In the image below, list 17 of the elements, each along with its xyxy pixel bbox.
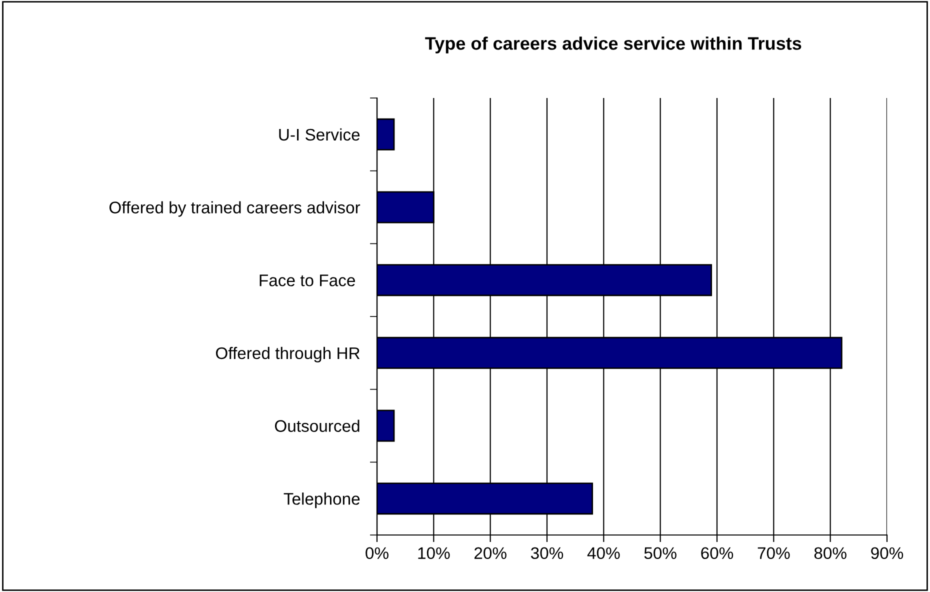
x-tick-label: 40% [587, 547, 620, 560]
x-tick-label: 80% [814, 547, 846, 560]
y-tick-label: Face to Face [260, 274, 355, 286]
y-tick-label: Telephone [284, 492, 360, 508]
x-tick-label: 70% [758, 547, 790, 560]
x-tick-label: 60% [701, 547, 734, 560]
x-tick-label: 0% [366, 547, 388, 560]
x-tick-label: 10% [418, 547, 450, 560]
chart-title: Type of careers advice service within Trusts [425, 36, 802, 54]
y-tick-label: Outsourced [274, 420, 360, 432]
x-tick-label: 90% [871, 547, 904, 560]
x-tick-label: 20% [474, 547, 506, 560]
x-tick-label: 30% [530, 547, 564, 560]
x-tick-label: 50% [644, 547, 676, 560]
y-tick-label: U-I Service [279, 128, 360, 141]
y-tick-label: Offered by trained careers advisor [109, 201, 360, 217]
y-tick-label: Offered through HR [216, 346, 360, 362]
